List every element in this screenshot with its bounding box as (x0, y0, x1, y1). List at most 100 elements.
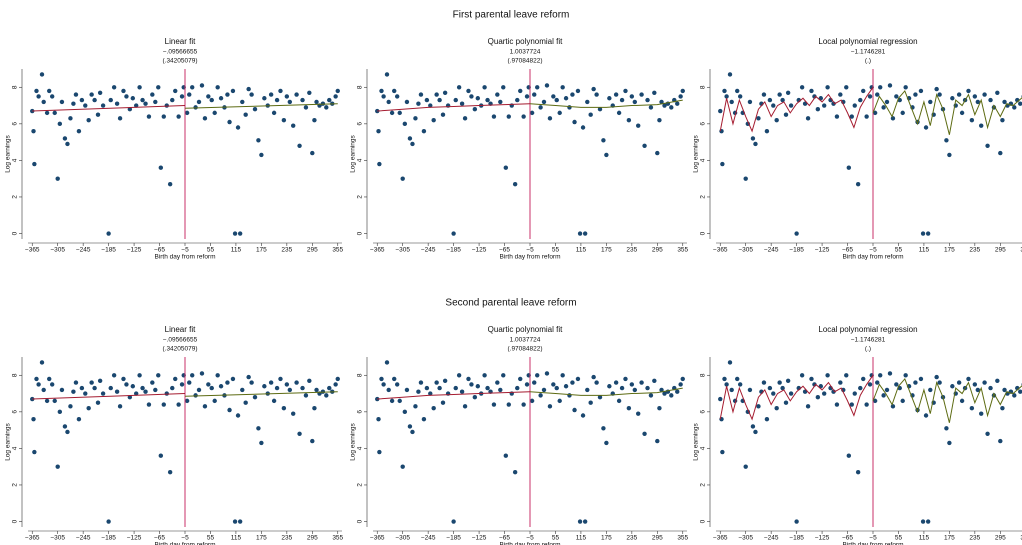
point (225, 92, 230, 97)
point (206, 382, 211, 387)
y-axis-label: Log earnings (693, 422, 700, 460)
point (729, 387, 734, 393)
x-tick-label: −365 (370, 535, 385, 542)
chart-title: Quartic polynomial fit (488, 37, 563, 46)
point (675, 389, 680, 394)
point (39, 360, 45, 365)
point (535, 85, 540, 90)
point (805, 116, 811, 121)
point (89, 380, 94, 385)
point (202, 116, 208, 121)
point (872, 398, 878, 404)
point (785, 378, 791, 383)
point (515, 385, 520, 391)
point (894, 94, 899, 99)
point (887, 371, 893, 376)
point (675, 101, 680, 106)
point (52, 110, 57, 116)
x-tick-label: −5 (181, 535, 189, 542)
x-tick-label: 55 (552, 247, 560, 254)
panel: Linear fit −.09566655 (.34205079) 0 2 4 6 8 −365… (5, 37, 344, 261)
point (252, 395, 258, 400)
point (312, 117, 317, 123)
y-tick-label: 4 (357, 446, 364, 450)
point (727, 360, 733, 365)
point (521, 402, 526, 407)
annotation: −.09566655 (163, 49, 198, 56)
annotation: (.97084822) (507, 346, 542, 353)
point (434, 380, 439, 385)
point (65, 429, 70, 435)
point (737, 94, 743, 99)
point (187, 380, 192, 385)
point (515, 97, 520, 103)
point (753, 429, 758, 435)
point (100, 391, 106, 396)
point (632, 99, 638, 105)
point (944, 426, 949, 431)
y-tick-label: 8 (357, 373, 364, 377)
point (858, 97, 863, 103)
point (575, 376, 581, 382)
point (722, 376, 727, 382)
x-tick-label: 55 (552, 535, 560, 542)
point (547, 116, 553, 121)
point (485, 385, 490, 391)
section-title: Second parental leave reform (445, 298, 576, 309)
point (920, 231, 926, 236)
fit-line (872, 377, 1022, 423)
point (928, 99, 933, 105)
point (928, 387, 933, 393)
point (146, 114, 152, 119)
point (655, 150, 660, 156)
point (577, 231, 583, 236)
point (616, 110, 622, 116)
point (985, 431, 990, 436)
point (491, 402, 497, 407)
y-tick-label: 2 (12, 195, 19, 199)
point (117, 116, 123, 121)
x-tick-label: 55 (895, 247, 903, 254)
point (73, 92, 79, 97)
point (310, 438, 315, 444)
point (235, 413, 241, 418)
x-axis-label: Birth day from reform (499, 542, 560, 545)
point (900, 110, 905, 116)
panel: Quartic polynomial fit 1.0037724 (.9708482… (350, 325, 689, 545)
y-tick-label: 2 (357, 483, 364, 487)
fit-line (529, 387, 683, 396)
point (389, 398, 395, 404)
point (485, 97, 490, 103)
point (424, 385, 430, 391)
x-tick-label: 175 (256, 535, 267, 542)
point (623, 376, 628, 382)
x-tick-label: 355 (677, 535, 688, 542)
point (235, 125, 241, 130)
point (925, 519, 931, 524)
point (278, 376, 283, 382)
point (140, 385, 145, 391)
point (652, 378, 657, 383)
y-tick-label: 0 (357, 519, 364, 523)
x-tick-label: 235 (969, 247, 980, 254)
y-tick-label: 0 (700, 231, 707, 235)
point (243, 400, 248, 405)
point (404, 387, 410, 393)
point (852, 103, 857, 108)
point (307, 90, 312, 95)
point (206, 94, 211, 99)
y-tick-label: 6 (357, 122, 364, 126)
point (979, 411, 984, 416)
point (291, 123, 296, 128)
point (79, 97, 85, 103)
point (972, 382, 978, 387)
x-tick-label: −125 (815, 535, 830, 542)
point (462, 116, 468, 121)
point (86, 117, 91, 123)
point (774, 117, 779, 123)
fit-line (184, 103, 338, 109)
y-tick-label: 4 (357, 158, 364, 162)
point (884, 99, 890, 105)
point (256, 426, 261, 431)
point (377, 161, 382, 167)
